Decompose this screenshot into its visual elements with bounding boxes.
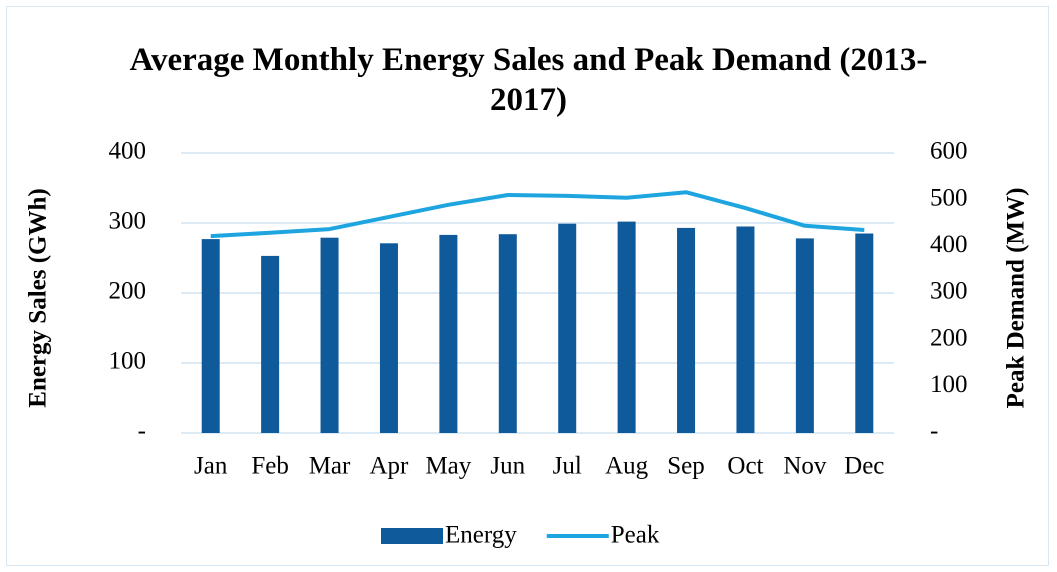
legend-label: Peak — [611, 522, 660, 549]
bar — [498, 234, 517, 433]
y2-tick-label: - — [930, 418, 938, 445]
x-tick-label: Jan — [194, 453, 228, 480]
x-tick-label: Aug — [605, 453, 649, 480]
bar — [736, 226, 755, 433]
bar — [261, 255, 280, 433]
x-tick-label: Sep — [667, 453, 705, 480]
y-tick-label: 300 — [109, 208, 147, 235]
x-tick-label: Apr — [370, 453, 410, 480]
y2-tick-label: 300 — [930, 278, 968, 305]
x-tick-label: Oct — [727, 453, 763, 480]
chart-border — [6, 6, 1049, 566]
bar — [677, 227, 696, 433]
x-tick-label: Jun — [490, 453, 525, 480]
bar — [855, 233, 874, 433]
y2-tick-label: 200 — [930, 324, 968, 351]
y2-tick-label: 600 — [930, 138, 968, 165]
x-tick-label: Mar — [309, 453, 351, 480]
legend-label: Energy — [445, 522, 517, 549]
y2-tick-label: 400 — [930, 231, 968, 258]
y2-tick-label: 500 — [930, 184, 968, 211]
bar — [558, 223, 577, 433]
x-tick-label: Dec — [844, 453, 884, 480]
x-tick-label: May — [425, 453, 471, 480]
y-axis-title: Energy Sales (GWh) — [25, 188, 52, 407]
bar — [201, 239, 220, 433]
x-tick-label: Nov — [783, 453, 827, 480]
bar — [439, 234, 458, 433]
bar — [617, 221, 636, 433]
bar — [320, 237, 339, 433]
bar — [379, 243, 398, 433]
y-tick-label: 400 — [109, 138, 147, 165]
x-tick-label: Jul — [553, 453, 582, 480]
legend-swatch — [381, 528, 443, 544]
x-tick-label: Feb — [251, 453, 289, 480]
y-tick-label: 100 — [109, 348, 147, 375]
y2-axis-title: Peak Demand (MW) — [1003, 188, 1030, 409]
line — [210, 190, 865, 239]
bar — [795, 238, 814, 433]
y-tick-label: 200 — [109, 278, 147, 305]
chart-title: Average Monthly Energy Sales and Peak De… — [129, 42, 928, 118]
y2-tick-label: 100 — [930, 371, 968, 398]
y-tick-label: - — [138, 418, 146, 445]
